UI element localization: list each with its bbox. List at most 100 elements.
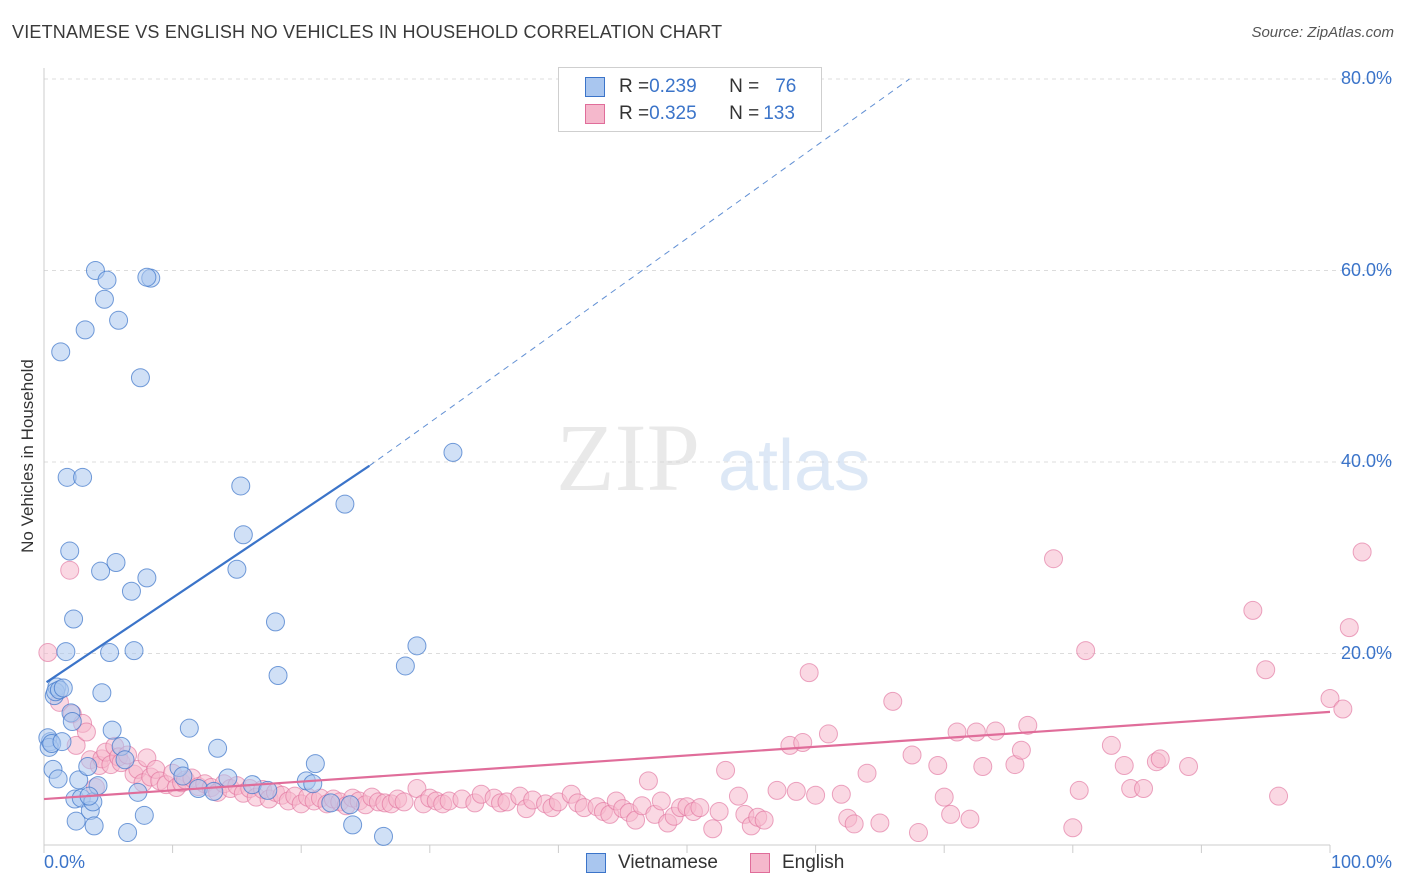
data-point-vietnamese	[443, 442, 463, 462]
data-point-vietnamese	[265, 612, 285, 632]
data-point-english	[709, 801, 729, 821]
data-point-english	[857, 763, 877, 783]
data-point-english	[1256, 660, 1276, 680]
data-point-vietnamese	[73, 467, 93, 487]
data-point-english	[941, 804, 961, 824]
data-point-english	[818, 724, 838, 744]
data-point-vietnamese	[48, 769, 68, 789]
data-point-english	[1243, 600, 1263, 620]
data-point-vietnamese	[268, 666, 288, 686]
data-point-english	[902, 745, 922, 765]
data-point-vietnamese	[134, 805, 154, 825]
x-tick-max: 100.0%	[1330, 852, 1392, 872]
data-point-vietnamese	[75, 320, 95, 340]
data-point-english	[1269, 786, 1289, 806]
data-point-vietnamese	[407, 636, 427, 656]
data-point-english	[844, 814, 864, 834]
data-point-english	[703, 819, 723, 839]
legend-swatch-vietnamese	[586, 853, 606, 873]
watermark-zip: ZIP	[556, 404, 700, 511]
data-point-english	[1069, 780, 1089, 800]
vietnamese-points	[38, 261, 463, 846]
y-tick-label: 20.0%	[1340, 642, 1392, 663]
legend-swatch-english	[585, 104, 605, 124]
watermark: ZIP atlas	[556, 404, 870, 511]
data-point-vietnamese	[130, 368, 150, 388]
trend-lines	[43, 78, 1331, 801]
data-point-english	[831, 784, 851, 804]
data-point-vietnamese	[94, 289, 114, 309]
data-point-english	[1333, 699, 1353, 719]
data-point-english	[973, 756, 993, 776]
data-point-english	[883, 691, 903, 711]
data-point-vietnamese	[233, 525, 253, 545]
data-point-vietnamese	[124, 641, 144, 661]
legend-swatch-vietnamese	[585, 77, 605, 97]
data-point-english	[934, 787, 954, 807]
legend-label-vietnamese: Vietnamese	[618, 852, 718, 873]
data-point-vietnamese	[208, 738, 228, 758]
data-point-english	[1134, 779, 1154, 799]
chart-title: VIETNAMESE VS ENGLISH NO VEHICLES IN HOU…	[12, 22, 723, 42]
data-point-vietnamese	[109, 310, 129, 330]
data-point-vietnamese	[137, 267, 157, 287]
data-point-vietnamese	[66, 811, 86, 831]
data-point-english	[799, 663, 819, 683]
data-point-english	[786, 781, 806, 801]
data-point-vietnamese	[173, 766, 193, 786]
data-point-vietnamese	[321, 793, 341, 813]
trend-line-vietnamese-extension	[369, 78, 910, 467]
correlation-legend: R = 0.239 N = 76 R = 0.325 N = 133	[558, 67, 822, 132]
data-point-vietnamese	[56, 642, 76, 662]
data-point-vietnamese	[231, 476, 251, 496]
data-point-english	[1352, 542, 1372, 562]
data-point-english	[754, 810, 774, 830]
data-point-vietnamese	[343, 815, 363, 835]
legend-n-value: 76	[775, 76, 797, 97]
legend-r-value: 0.325	[649, 103, 697, 124]
legend-n-label: N =	[729, 103, 760, 124]
data-point-vietnamese	[62, 711, 82, 731]
data-point-english	[986, 721, 1006, 741]
data-point-vietnamese	[179, 718, 199, 738]
data-point-vietnamese	[204, 781, 224, 801]
data-point-english	[1018, 715, 1038, 735]
data-point-english	[1320, 689, 1340, 709]
y-tick-label: 40.0%	[1340, 451, 1392, 471]
data-point-vietnamese	[102, 720, 122, 740]
trend-line-english	[43, 710, 1331, 801]
legend-r-label: R =	[619, 103, 650, 124]
data-point-vietnamese	[51, 342, 71, 362]
data-point-english	[966, 722, 986, 742]
data-point-vietnamese	[340, 795, 360, 815]
legend-item-english: English	[750, 852, 844, 874]
legend-row-vietnamese: R = 0.239 N = 76	[585, 75, 796, 99]
data-point-vietnamese	[121, 581, 141, 601]
data-point-vietnamese	[53, 678, 73, 698]
data-point-vietnamese	[92, 683, 112, 703]
data-point-english	[1101, 735, 1121, 755]
legend-swatch-english	[750, 853, 770, 873]
legend-r-label: R =	[619, 76, 650, 97]
data-point-vietnamese	[60, 541, 80, 561]
data-point-vietnamese	[218, 768, 238, 788]
data-point-english	[1076, 641, 1096, 661]
data-point-vietnamese	[84, 816, 104, 836]
data-point-english	[1011, 740, 1031, 760]
data-point-english	[1114, 756, 1134, 776]
data-point-english	[806, 785, 826, 805]
data-point-vietnamese	[303, 774, 323, 794]
data-point-english	[60, 560, 80, 580]
legend-row-english: R = 0.325 N = 133	[585, 102, 795, 126]
data-point-english	[1063, 818, 1083, 838]
legend-n-label: N =	[729, 76, 760, 97]
data-point-vietnamese	[106, 553, 126, 573]
data-point-english	[76, 722, 96, 742]
y-tick-label: 80.0%	[1340, 68, 1392, 88]
data-point-english	[1179, 756, 1199, 776]
legend-label-english: English	[782, 852, 845, 873]
data-point-vietnamese	[335, 494, 355, 514]
data-point-english	[870, 813, 890, 833]
data-point-english	[1150, 749, 1170, 769]
